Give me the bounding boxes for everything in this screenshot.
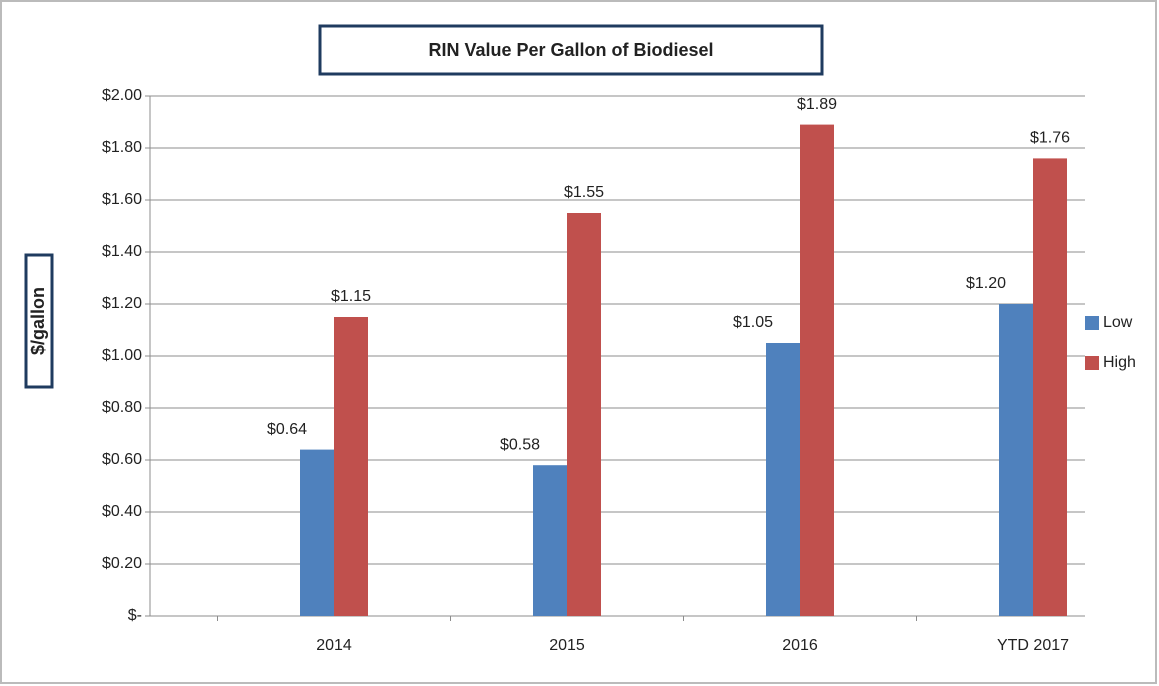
bar (334, 317, 368, 616)
bar (800, 124, 834, 616)
data-label: $0.58 (500, 436, 540, 453)
y-tick-label: $1.80 (102, 139, 142, 156)
data-label: $1.89 (797, 96, 837, 113)
chart-title: RIN Value Per Gallon of Biodiesel (428, 40, 713, 60)
data-label: $1.55 (564, 184, 604, 201)
y-tick-label: $1.40 (102, 243, 142, 260)
data-label: $0.64 (267, 421, 307, 438)
data-label: $1.20 (966, 275, 1006, 292)
y-tick-label: $1.60 (102, 191, 142, 208)
legend-label: High (1103, 354, 1136, 371)
legend-label: Low (1103, 314, 1133, 331)
y-tick-label: $- (128, 607, 142, 624)
y-tick-label: $0.40 (102, 503, 142, 520)
x-tick-label: 2014 (316, 637, 352, 654)
bar (999, 304, 1033, 616)
data-label: $1.76 (1030, 130, 1070, 147)
x-tick-label: 2015 (549, 637, 585, 654)
y-tick-label: $2.00 (102, 87, 142, 104)
bar (567, 213, 601, 616)
bar (1033, 158, 1067, 616)
y-tick-label: $1.20 (102, 295, 142, 312)
y-axis-label: $/gallon (28, 287, 48, 355)
y-tick-label: $0.80 (102, 399, 142, 416)
y-tick-label: $0.20 (102, 555, 142, 572)
y-tick-label: $1.00 (102, 347, 142, 364)
y-tick-label: $0.60 (102, 451, 142, 468)
x-tick-label: 2016 (782, 637, 818, 654)
bar (766, 343, 800, 616)
data-label: $1.15 (331, 288, 371, 305)
bar (300, 449, 334, 616)
y-label-box (24, 253, 54, 389)
bar (533, 465, 567, 616)
data-label: $1.05 (733, 314, 773, 331)
legend-swatch (1085, 316, 1099, 330)
x-tick-label: YTD 2017 (997, 637, 1069, 654)
legend-swatch (1085, 356, 1099, 370)
title-box (318, 24, 824, 76)
